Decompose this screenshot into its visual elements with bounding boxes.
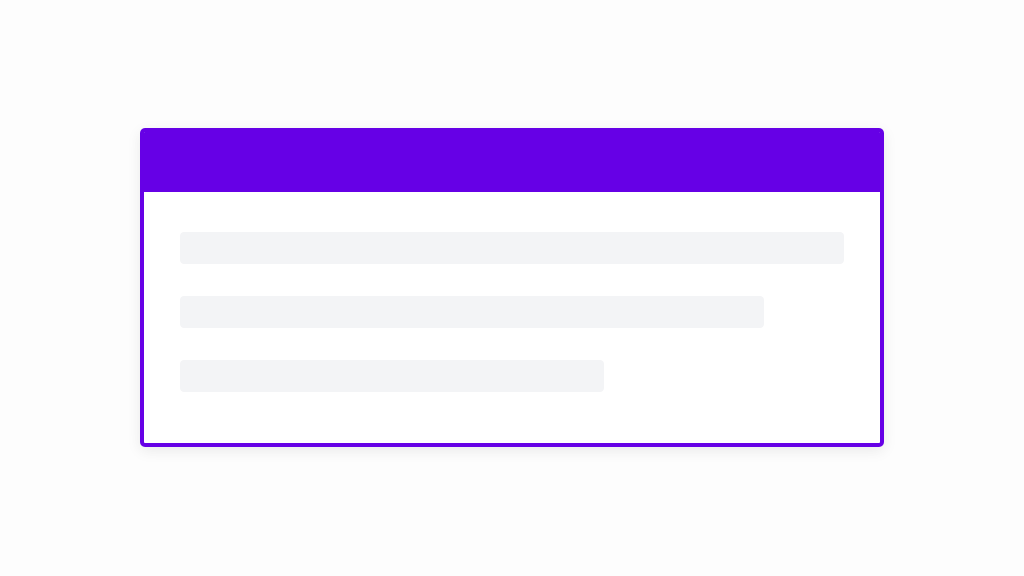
loading-card [140, 128, 884, 447]
skeleton-line [180, 360, 604, 392]
skeleton-line [180, 232, 844, 264]
skeleton-line [180, 296, 764, 328]
card-header [144, 132, 880, 192]
